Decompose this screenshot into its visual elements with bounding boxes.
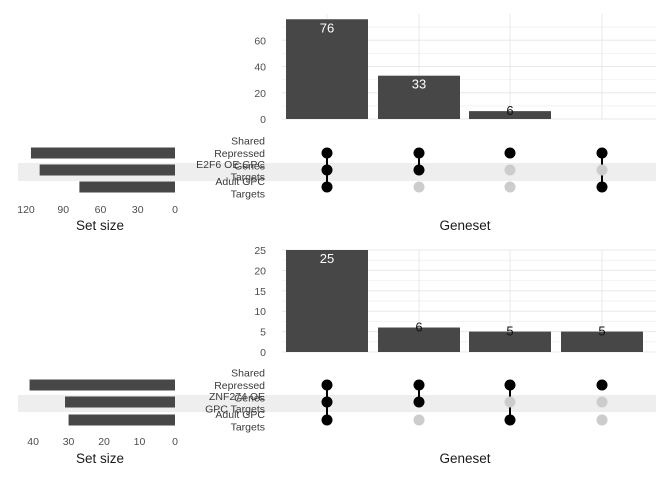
set-size-tick-label: 120 bbox=[17, 204, 35, 216]
matrix-dot-filled bbox=[321, 147, 333, 159]
set-size-axis: 120 90 60 30 0 Set size bbox=[17, 204, 178, 233]
matrix-dot-filled bbox=[321, 379, 333, 391]
intersection-bar-label: 6 bbox=[506, 103, 513, 118]
set-name-label: ZNF274 OE GPC Targets bbox=[205, 391, 265, 416]
set-size-tick-label: 30 bbox=[63, 436, 75, 448]
bar-y-tick-label: 20 bbox=[254, 265, 266, 277]
bar-y-tick-label: 25 bbox=[254, 245, 266, 257]
intersection-bar-label: 5 bbox=[598, 324, 605, 339]
matrix-dot-filled bbox=[321, 414, 333, 426]
matrix-axis-title: Geneset bbox=[439, 218, 490, 233]
intersection-bar bbox=[286, 19, 368, 119]
set-size-tick-label: 60 bbox=[95, 204, 107, 216]
intersection-bar bbox=[286, 250, 368, 352]
bar-y-tick-label: 10 bbox=[254, 306, 266, 318]
intersection-bar-label: 25 bbox=[320, 251, 334, 266]
matrix-dot-empty bbox=[504, 181, 516, 193]
matrix-dot-filled bbox=[321, 396, 333, 408]
matrix-dot-filled bbox=[413, 164, 425, 176]
bar-y-tick-label: 0 bbox=[260, 114, 266, 126]
upset-panel-1: 0 20 40 60 76 33 6 120 90 60 30 0 Set size Shared Repr… bbox=[17, 14, 656, 233]
set-size-bar bbox=[68, 414, 175, 426]
intersection-bar bbox=[469, 331, 551, 352]
intersection-bars: 76 33 6 bbox=[286, 19, 551, 119]
intersection-bar-label: 5 bbox=[506, 324, 513, 339]
intersection-bar-label: 76 bbox=[320, 20, 334, 35]
bar-y-axis: 0 20 40 60 bbox=[254, 35, 266, 126]
set-size-tick-label: 40 bbox=[27, 436, 39, 448]
bar-y-axis: 0 5 10 15 20 25 bbox=[254, 245, 266, 359]
matrix-dot-empty bbox=[413, 414, 425, 426]
set-name-label: Shared Repressed Genes bbox=[214, 368, 265, 405]
intersection-bar-label: 33 bbox=[412, 77, 426, 92]
intersection-bar-label: 6 bbox=[415, 320, 422, 335]
set-size-tick-label: 20 bbox=[98, 436, 110, 448]
matrix-dot-filled bbox=[504, 414, 516, 426]
matrix-row-stripe bbox=[18, 163, 656, 181]
matrix-dot-filled bbox=[504, 379, 516, 391]
intersection-bars: 25 6 5 5 bbox=[286, 250, 643, 352]
set-size-axis: 40 30 20 10 0 Set size bbox=[27, 436, 178, 466]
matrix-dot-empty bbox=[596, 414, 608, 426]
set-size-tick-label: 10 bbox=[134, 436, 146, 448]
bar-y-tick-label: 20 bbox=[254, 88, 266, 100]
matrix-dot-empty bbox=[596, 396, 608, 408]
set-size-tick-label: 30 bbox=[132, 204, 144, 216]
intersection-bar bbox=[561, 331, 643, 352]
intersection-bar bbox=[378, 75, 460, 119]
matrix-dot-filled bbox=[413, 396, 425, 408]
intersection-matrix bbox=[321, 379, 608, 426]
matrix-dot-filled bbox=[321, 181, 333, 193]
matrix-dot-filled bbox=[596, 181, 608, 193]
matrix-dot-filled bbox=[596, 379, 608, 391]
bar-y-tick-label: 40 bbox=[254, 62, 266, 74]
intersection-bar bbox=[378, 327, 460, 352]
set-size-axis-title: Set size bbox=[76, 451, 124, 466]
matrix-dot-empty bbox=[596, 164, 608, 176]
set-name-label: Adult GPC Targets bbox=[215, 176, 265, 201]
matrix-dot-filled bbox=[596, 147, 608, 159]
set-size-bar bbox=[79, 181, 175, 193]
bar-y-tick-label: 0 bbox=[260, 347, 266, 359]
set-size-bars bbox=[30, 147, 176, 193]
matrix-row-stripe bbox=[18, 395, 656, 412]
set-size-tick-label: 0 bbox=[172, 204, 178, 216]
matrix-dot-filled bbox=[413, 147, 425, 159]
set-size-bar bbox=[29, 379, 175, 391]
bar-y-tick-label: 5 bbox=[260, 327, 266, 339]
bar-y-tick-label: 15 bbox=[254, 286, 266, 298]
matrix-dot-empty bbox=[413, 181, 425, 193]
set-size-bar bbox=[39, 164, 176, 176]
bar-y-tick-label: 60 bbox=[254, 35, 266, 47]
set-name-label: E2F6 OE GPC Targets bbox=[196, 159, 265, 184]
set-name-label: Adult GPC Targets bbox=[215, 409, 265, 434]
intersection-matrix bbox=[321, 147, 608, 193]
matrix-dot-filled bbox=[504, 147, 516, 159]
matrix-dot-empty bbox=[504, 396, 516, 408]
set-size-bars bbox=[29, 379, 175, 426]
upset-panel-2: 0 5 10 15 20 25 25 6 5 5 40 30 20 10 0 Set size Shared Re… bbox=[18, 245, 656, 466]
matrix-dot-empty bbox=[504, 164, 516, 176]
set-size-bar bbox=[30, 147, 175, 159]
set-size-tick-label: 90 bbox=[57, 204, 69, 216]
set-size-axis-title: Set size bbox=[76, 218, 124, 233]
set-size-tick-label: 0 bbox=[172, 436, 178, 448]
matrix-dot-filled bbox=[321, 164, 333, 176]
matrix-dot-filled bbox=[413, 379, 425, 391]
set-size-bar bbox=[65, 396, 175, 408]
set-name-label: Shared Repressed Genes bbox=[214, 136, 265, 173]
intersection-bar bbox=[469, 111, 551, 119]
matrix-axis-title: Geneset bbox=[439, 451, 490, 466]
